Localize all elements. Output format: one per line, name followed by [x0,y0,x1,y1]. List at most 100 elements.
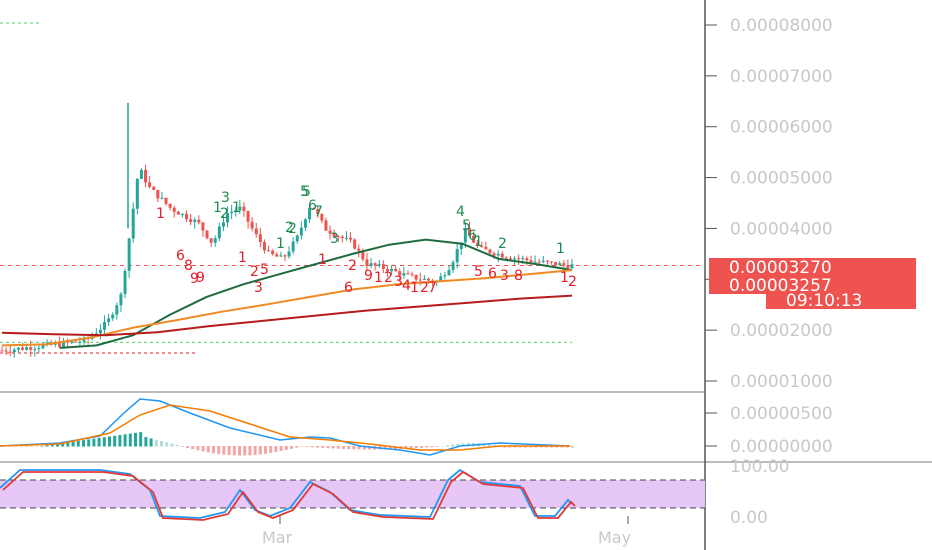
candle-body [365,259,369,267]
candle-body [517,258,521,260]
candle-body [545,260,549,262]
candle-body [422,278,426,280]
y-tick-label: 0.00006000 [730,118,833,138]
candle-body [193,219,197,223]
macd-histogram-bar [258,446,262,455]
td-seq-red-label: 2 [420,280,429,296]
td-seq-red-label: 2 [348,258,357,274]
macd-histogram-bar [321,446,325,448]
macd-histogram-bar [232,446,236,456]
candle-body [349,237,353,240]
td-seq-green-label: 6 [468,228,477,244]
td-seq-red-label: 9 [364,268,373,284]
td-seq-green-label: 7 [314,204,323,220]
macd-histogram-bar [440,445,444,447]
macd-histogram-bar [243,446,247,456]
td-seq-red-label: 1 [410,280,419,296]
macd-histogram-bar [482,443,486,447]
candle-body [295,235,299,242]
moving-average-line [1,294,573,337]
td-seq-red-label: 3 [254,280,263,296]
candle-body [242,206,246,212]
candle-body [98,329,102,334]
candle-body [537,261,541,263]
macd-histogram-bar [71,441,75,447]
macd-histogram-bar [24,446,28,447]
macd-histogram-bar [388,446,392,450]
macd-histogram-bar [430,446,434,448]
macd-histogram-bar [165,442,169,447]
candle-body [29,347,33,350]
candle-body [332,233,336,237]
macd-histogram-bar [352,446,356,450]
macd-histogram-bar [50,444,54,447]
candle-body [476,242,480,246]
candle-body [390,268,394,272]
candle-body [328,230,332,234]
candle-body [308,207,312,220]
td-seq-green-label: 1 [474,234,483,250]
candle-body [180,213,184,215]
candle-body [312,207,316,210]
macd-histogram-bar [201,446,205,452]
candle-body [467,228,471,236]
td-seq-green-label: 2 [288,221,297,237]
candle-body [21,347,25,350]
macd-histogram-bar [487,444,491,447]
y-tick-label: 0.00002000 [730,321,833,341]
candle-body [176,211,180,215]
candle-body [144,169,148,183]
candle-body [62,341,66,347]
candle-body [12,349,16,353]
candle-body [566,265,570,269]
candle-body [381,264,385,269]
td-seq-red-label: 9 [196,270,205,286]
macd-histogram-bar [300,446,304,447]
candle-body [279,255,283,257]
macd-histogram-bar [284,446,288,450]
td-seq-green-label: 6 [308,198,317,214]
candle-body [78,341,82,343]
td-seq-green-label: 1 [213,200,222,216]
candle-body [57,342,61,347]
candle-body [258,234,262,243]
candle-body [283,255,287,257]
candle-body [414,274,418,280]
candle-body [541,260,545,262]
price-badge [709,258,916,276]
candle-body [197,219,201,223]
macd-histogram-bar [175,444,179,447]
candle-body [513,258,517,260]
macd-histogram-bar [279,446,283,452]
candle-body [320,214,324,221]
td-seq-red-label: 9 [190,271,199,287]
candle-body [201,222,205,231]
candle-body [217,226,221,239]
td-seq-green-label: 2 [498,236,507,252]
td-seq-red-label: 2 [250,264,259,280]
x-tick-label-mar: Mar [262,528,293,547]
macd-histogram-bar [420,446,423,448]
candle-body [82,337,86,342]
macd-histogram-bar [253,446,257,455]
candle-body [459,242,463,250]
macd-histogram-bar [264,446,267,454]
candle-body [451,262,455,270]
candle-body [131,208,135,239]
macd-line [0,398,571,456]
macd-histogram-bar [362,446,366,450]
candle-body [230,211,234,213]
macd-histogram-bar [186,446,189,448]
candle-body [135,178,139,209]
td-seq-red-label: 4 [402,278,411,294]
td-seq-green-label: 4 [456,204,465,220]
candle-body [336,236,340,238]
candle-body [492,253,496,256]
macd-histogram-bar [76,440,80,447]
td-seq-red-label: 5 [260,262,269,278]
macd-histogram-bar [357,446,361,450]
td-seq-red-label: 6 [344,280,353,296]
macd-histogram-bar [310,446,314,448]
candle-body [484,246,488,250]
